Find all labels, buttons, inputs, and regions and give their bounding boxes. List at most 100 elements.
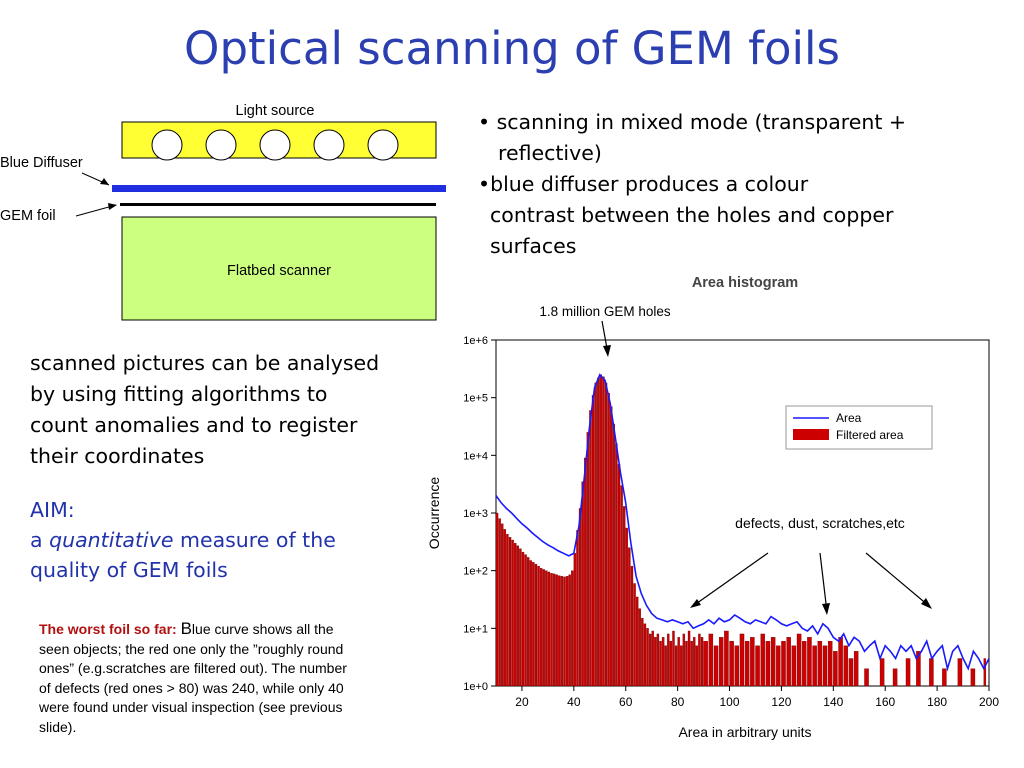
filtered-bar xyxy=(656,633,660,686)
filtered-bar xyxy=(690,640,693,686)
filtered-bar xyxy=(817,640,823,686)
filtered-bar xyxy=(602,376,605,686)
bullet-list: • scanning in mixed mode (transparent + … xyxy=(478,107,906,262)
filtered-bar xyxy=(822,645,828,686)
legend-filtered-swatch xyxy=(793,429,829,440)
filtered-bar xyxy=(612,423,615,686)
x-tick-label: 40 xyxy=(567,695,581,709)
filtered-bar xyxy=(791,645,797,686)
filtered-bar xyxy=(539,568,543,686)
filtered-bar xyxy=(770,637,776,686)
filtered-bar xyxy=(591,395,595,686)
x-tick-label: 140 xyxy=(823,695,843,709)
filtered-bar xyxy=(625,527,628,686)
filtered-bar xyxy=(542,569,545,686)
filtered-bar xyxy=(511,539,514,686)
x-tick-label: 80 xyxy=(671,695,685,709)
filtered-bar xyxy=(610,406,613,686)
worst-foil-heading: The worst foil so far: xyxy=(39,621,181,637)
bullet-1-line-1: • scanning in mixed mode (transparent + xyxy=(478,110,907,134)
light-bulb xyxy=(259,129,291,161)
blue-diffuser-bar xyxy=(112,185,446,192)
gem-foil-label: GEM foil xyxy=(0,208,56,224)
filtered-bar xyxy=(760,633,765,686)
filtered-bar xyxy=(698,633,701,686)
diffuser-pointer-head xyxy=(100,178,109,185)
filtered-bar xyxy=(659,640,662,686)
filtered-bar xyxy=(519,548,522,686)
filtered-bar xyxy=(708,633,714,686)
filtered-bar xyxy=(628,547,631,686)
worst-line: seen objects; the red one only the ”roug… xyxy=(39,640,344,657)
analysis-paragraph: scanned pictures can be analysed by usin… xyxy=(30,348,379,472)
filtered-bar xyxy=(532,562,535,686)
filtered-bar xyxy=(547,571,551,686)
filtered-bar xyxy=(565,576,569,686)
filtered-bar xyxy=(853,651,859,686)
filtered-bar xyxy=(685,640,688,686)
filtered-bar xyxy=(576,530,579,686)
filtered-bar xyxy=(651,630,654,686)
filtered-bar xyxy=(700,637,704,686)
x-tick-label: 160 xyxy=(875,695,895,709)
filtered-bar xyxy=(573,553,577,686)
filtered-bar xyxy=(983,658,987,686)
filtered-bar xyxy=(879,658,885,686)
filtered-bar xyxy=(970,668,976,686)
filtered-bar xyxy=(607,392,610,686)
light-bulbs xyxy=(151,129,399,161)
bullet-item-2: •blue diffuser produces a colour contras… xyxy=(478,169,906,262)
legend-area-label: Area xyxy=(836,411,862,425)
worst-line: ones” (e.g.scratches are filtered out). … xyxy=(39,660,347,676)
filtered-bar xyxy=(833,651,838,686)
defects-arrow-2-head xyxy=(822,603,830,615)
light-bulb xyxy=(205,129,237,161)
filtered-bar xyxy=(641,618,644,686)
filtered-bar xyxy=(550,573,553,686)
filtered-bar xyxy=(864,668,869,686)
aim-emphasis: quantitative xyxy=(49,528,174,552)
filtered-bar xyxy=(827,640,833,686)
filtered-bar xyxy=(586,432,590,686)
x-axis-ticks: 20 40 60 80 100 120 140 160 180 200 xyxy=(515,686,999,709)
y-axis-ticks: 1e+0 1e+1 1e+2 1e+3 1e+4 1e+5 1e+6 xyxy=(463,335,496,693)
filtered-bar xyxy=(916,651,921,686)
chart-title: Area histogram xyxy=(692,275,798,291)
filtered-bar xyxy=(615,443,618,686)
filtered-bar xyxy=(776,645,781,686)
filtered-bar xyxy=(555,574,558,686)
filtered-bar xyxy=(516,545,519,686)
slide-title: Optical scanning of GEM foils xyxy=(184,22,840,75)
legend-filtered-label: Filtered area xyxy=(836,428,904,442)
filtered-bar xyxy=(765,640,771,686)
x-tick-label: 60 xyxy=(619,695,633,709)
filtered-bar xyxy=(718,637,724,686)
filtered-bar xyxy=(848,658,854,686)
x-tick-label: 100 xyxy=(720,695,740,709)
gem-foil-bar xyxy=(120,203,436,206)
filtered-bar xyxy=(750,637,755,686)
filtered-bar xyxy=(524,554,527,686)
filtered-bar xyxy=(643,623,647,686)
filtered-bar xyxy=(755,645,760,686)
filtered-bar xyxy=(892,668,898,686)
filtered-bar xyxy=(534,563,538,686)
filtered-bar xyxy=(843,645,848,686)
filtered-bar xyxy=(661,637,665,686)
y-tick-label: 1e+4 xyxy=(463,450,488,462)
filtered-bar xyxy=(672,630,675,686)
filtered-bar xyxy=(508,537,512,686)
x-axis-label: Area in arbitrary units xyxy=(678,724,811,740)
filtered-bar xyxy=(506,533,509,686)
y-tick-label: 1e+1 xyxy=(463,623,488,635)
chart-legend: Area Filtered area xyxy=(785,405,933,450)
analysis-line: their coordinates xyxy=(30,444,205,468)
filtered-bar xyxy=(617,464,621,686)
y-tick-label: 1e+5 xyxy=(463,393,488,405)
filtered-bar xyxy=(597,377,600,686)
filtered-bar xyxy=(786,637,791,686)
light-bulb xyxy=(313,129,345,161)
filtered-bar xyxy=(724,630,729,686)
filtered-bar xyxy=(558,575,561,686)
